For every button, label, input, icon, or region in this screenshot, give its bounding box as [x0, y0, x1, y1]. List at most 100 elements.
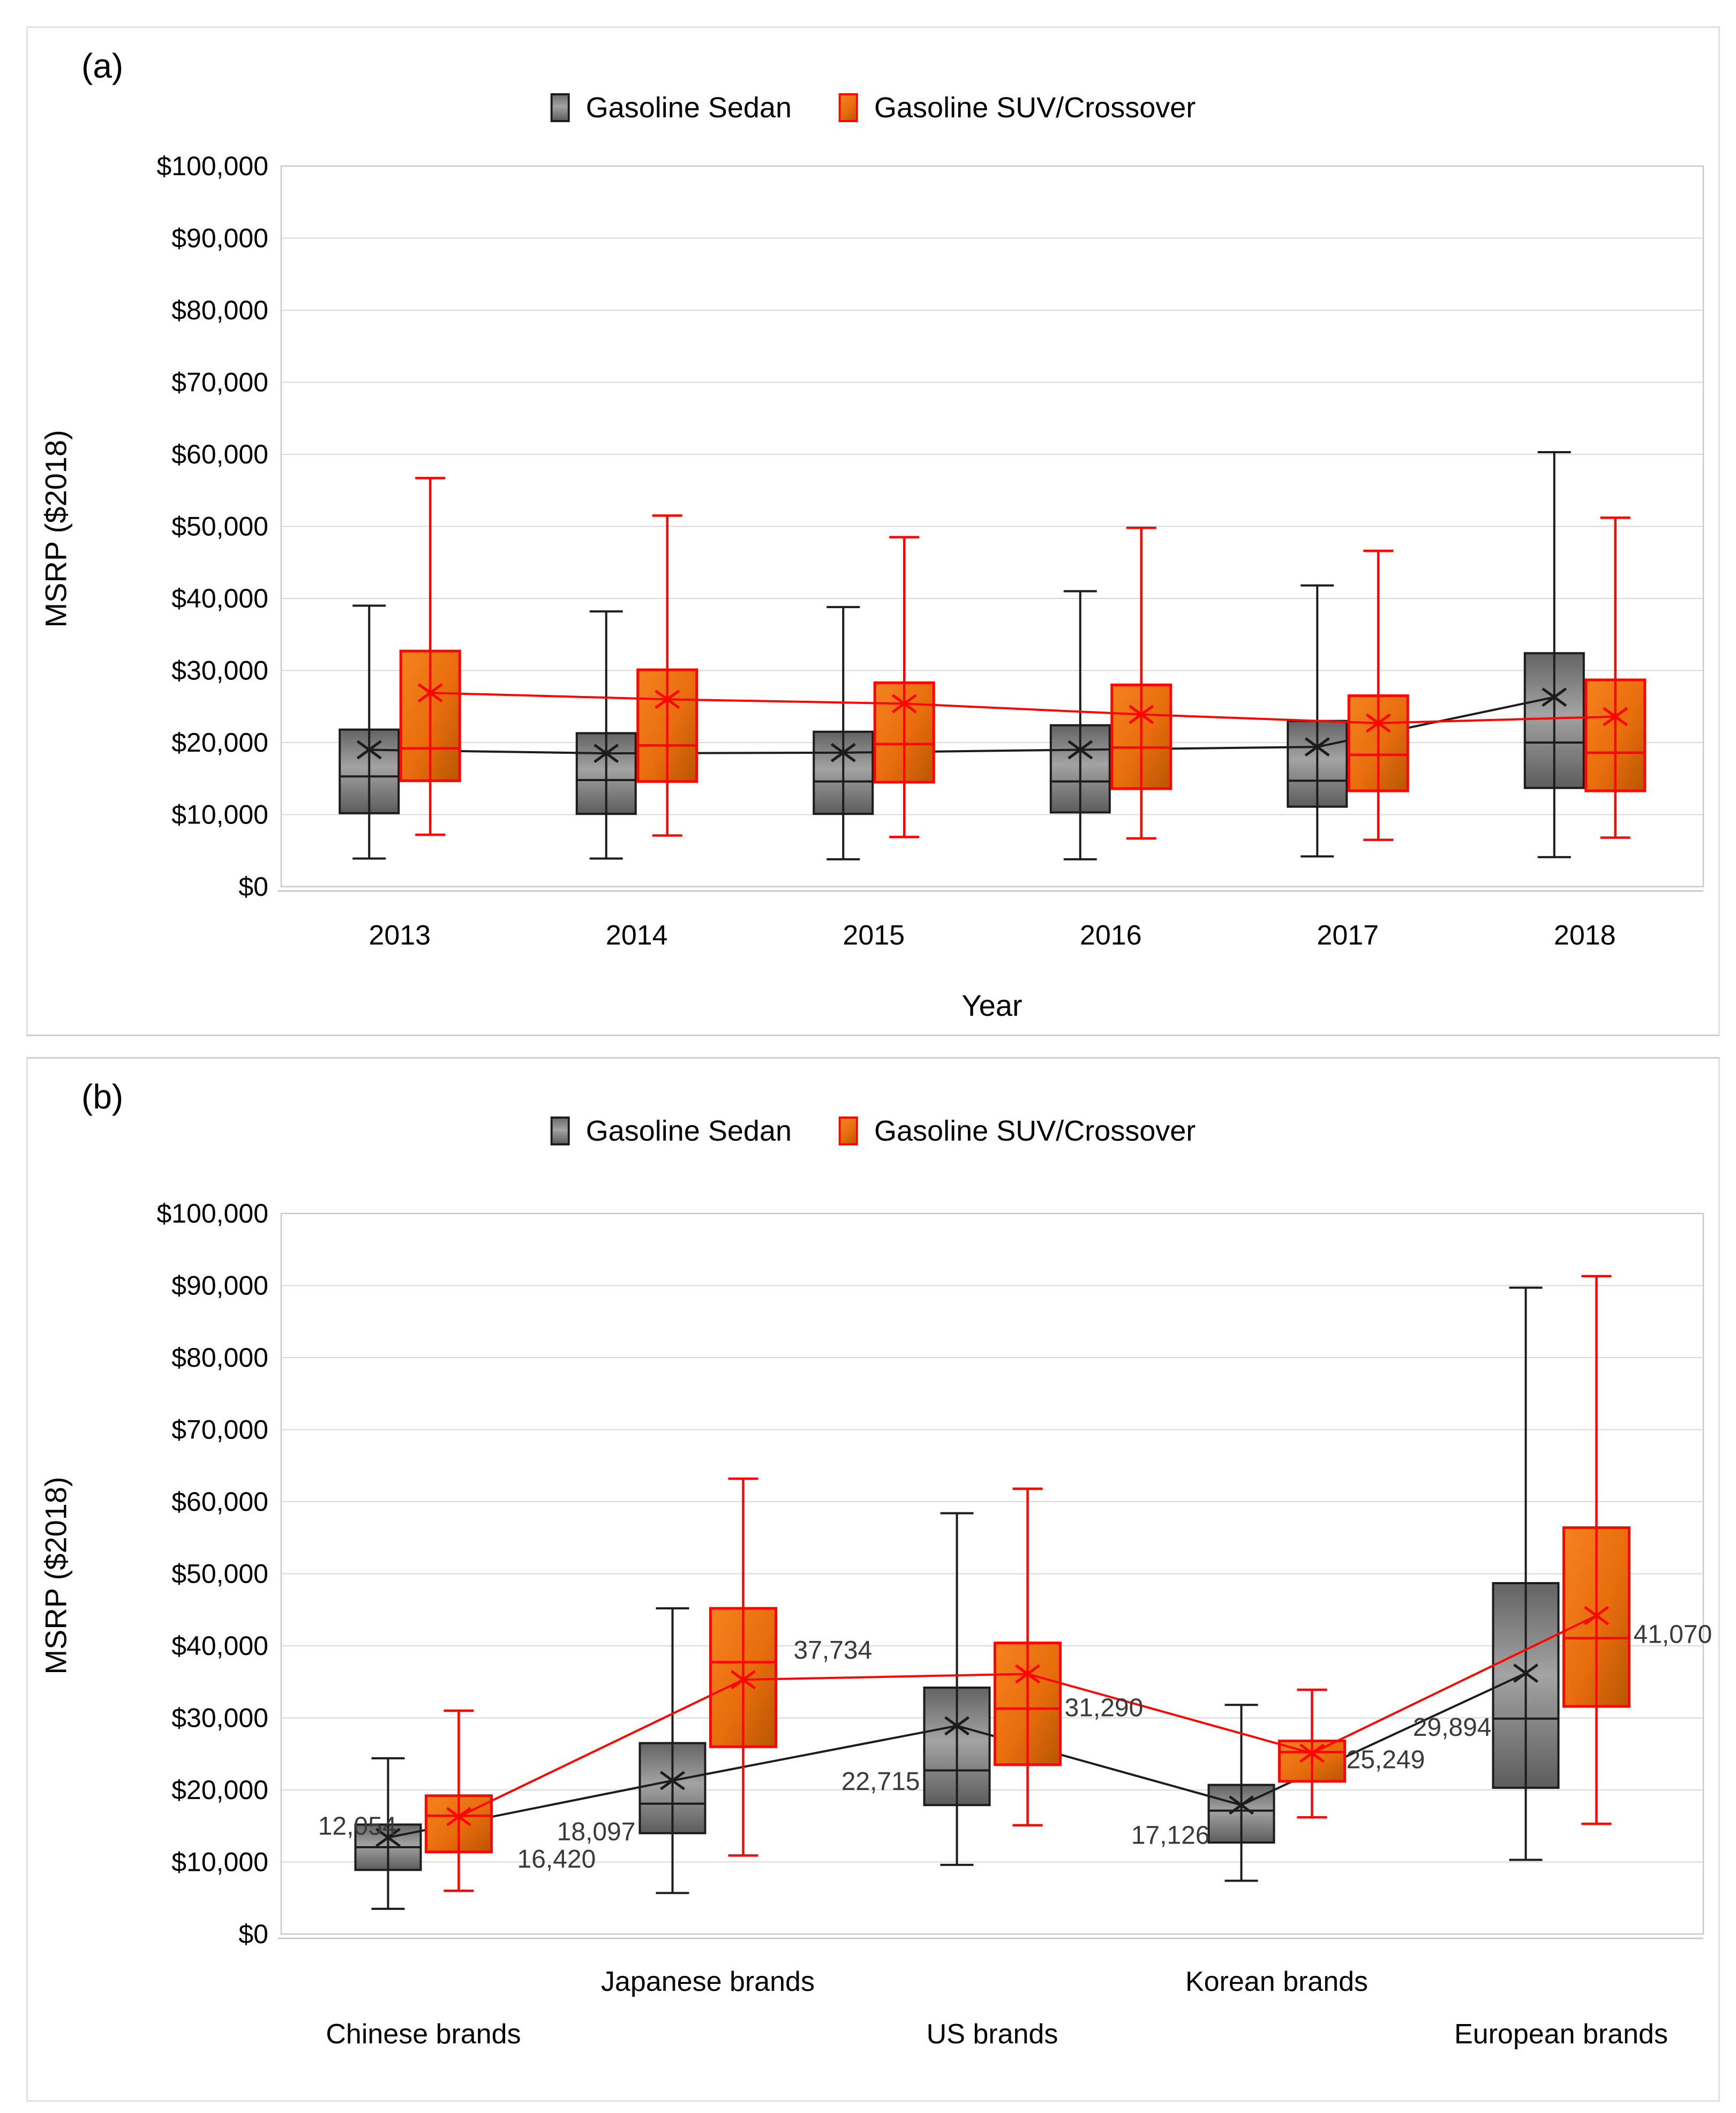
- data-label-25,249: 25,249: [1347, 1746, 1425, 1774]
- data-label-29,894: 29,894: [1413, 1713, 1492, 1742]
- x-axis-title-a: Year: [961, 988, 1023, 1022]
- plot-area-a: $0 $10,000 $20,000 $30,000 $40,000 $50,000 $60…: [156, 151, 1704, 951]
- box-suv-2: [873, 536, 935, 838]
- mean-marker-sedan-5: [1542, 687, 1567, 707]
- y-tick-7: $70,000: [171, 368, 268, 398]
- mean-marker-suv-2: [1015, 1664, 1040, 1684]
- data-label-41,070: 41,070: [1634, 1620, 1712, 1649]
- box-suv-0: [399, 477, 461, 836]
- gridlines: [281, 166, 1703, 887]
- y-tick-labels: $0 $10,000 $20,000 $30,000 $40,000 $50,000 $60…: [156, 1198, 268, 1949]
- y-tick-5: $50,000: [171, 1559, 268, 1589]
- mean-marker-sedan-2: [830, 743, 856, 762]
- box-sedan-3: [1207, 1704, 1275, 1882]
- y-tick-1: $10,000: [171, 800, 268, 830]
- data-label-18,097: 18,097: [557, 1818, 636, 1846]
- data-label-16,420: 16,420: [517, 1845, 596, 1874]
- mean-marker-suv-0: [417, 683, 443, 703]
- mean-marker-suv-3: [1129, 705, 1154, 724]
- mean-marker-suv-3: [1299, 1743, 1325, 1763]
- plot-border: [280, 165, 1704, 888]
- legend-sedan-label: Gasoline Sedan: [585, 1115, 792, 1147]
- legend-suv-swatch-icon: [839, 1117, 859, 1145]
- mean-marker-suv-0: [446, 1807, 471, 1826]
- mean-marker-suv-5: [1603, 707, 1628, 726]
- legend-b: Gasoline Sedan Gasoline SUV/Crossover: [550, 1114, 1196, 1148]
- x-label-2: 2015: [843, 920, 905, 951]
- mean-marker-sedan-0: [375, 1827, 401, 1847]
- x-label-2: US brands: [927, 2019, 1058, 2050]
- y-tick-3: $30,000: [171, 1703, 268, 1733]
- box-suv-2: [994, 1487, 1062, 1827]
- panel-a: (a) Gasoline Sedan Gasoline SUV/Crossove…: [26, 26, 1720, 1036]
- series-suv: [399, 477, 1647, 841]
- box-sedan-0: [339, 604, 400, 860]
- y-tick-6: $60,000: [171, 439, 268, 469]
- gridlines: [281, 1213, 1703, 1935]
- legend-sedan-swatch-icon: [550, 93, 570, 122]
- data-label-37,734: 37,734: [794, 1636, 873, 1665]
- y-tick-10: $100,000: [156, 1198, 268, 1228]
- box-suv-1: [709, 1477, 777, 1857]
- x-label-4: European brands: [1454, 2019, 1668, 2050]
- x-category-labels: 2013 2014 2015 2016 2017 2018: [369, 920, 1615, 951]
- box-sedan-4: [1492, 1286, 1560, 1861]
- plot-border: [280, 1212, 1704, 1935]
- x-label-1: 2014: [606, 920, 668, 951]
- box-suv-1: [636, 514, 698, 837]
- mean-marker-sedan-2: [944, 1716, 970, 1736]
- box-suv-3: [1110, 526, 1173, 840]
- box-suv-4: [1562, 1275, 1630, 1825]
- series-suv: [425, 1275, 1630, 1892]
- y-tick-labels: $0 $10,000 $20,000 $30,000 $40,000 $50,000 $60…: [156, 151, 268, 902]
- mean-marker-suv-1: [655, 690, 680, 709]
- mean-line-suv: [430, 692, 1615, 724]
- data-label-12,054: 12,054: [318, 1812, 397, 1840]
- y-tick-9: $90,000: [171, 223, 268, 253]
- x-label-3: 2016: [1080, 920, 1142, 951]
- box-sedan-5: [1523, 451, 1585, 858]
- y-tick-0: $0: [238, 872, 268, 902]
- y-tick-4: $40,000: [171, 1631, 268, 1661]
- y-tick-9: $90,000: [171, 1271, 268, 1301]
- box-suv-5: [1584, 516, 1647, 839]
- legend-sedan-swatch-icon: [550, 1117, 570, 1145]
- box-sedan-2: [923, 1512, 991, 1866]
- mean-marker-suv-1: [731, 1670, 756, 1690]
- x-label-0: 2013: [369, 920, 431, 951]
- mean-marker-sedan-1: [593, 744, 619, 763]
- mean-marker-sedan-3: [1068, 740, 1093, 760]
- data-label-31,290: 31,290: [1065, 1694, 1144, 1722]
- box-sedan-3: [1049, 590, 1111, 860]
- y-tick-3: $30,000: [171, 656, 268, 686]
- data-label-17,126: 17,126: [1131, 1822, 1210, 1850]
- x-label-3: Korean brands: [1185, 1966, 1368, 1997]
- mean-marker-sedan-0: [356, 740, 382, 760]
- y-tick-6: $60,000: [171, 1487, 268, 1517]
- y-tick-4: $40,000: [171, 583, 268, 613]
- box-suv-0: [425, 1709, 493, 1892]
- y-tick-5: $50,000: [171, 512, 268, 542]
- mean-marker-sedan-1: [660, 1771, 685, 1790]
- x-label-4: 2017: [1317, 920, 1379, 951]
- mean-marker-suv-2: [891, 694, 917, 714]
- y-tick-10: $100,000: [156, 151, 268, 181]
- panel-a-label: (a): [81, 47, 124, 85]
- mean-marker-suv-4: [1584, 1606, 1609, 1625]
- x-label-5: 2018: [1554, 920, 1616, 951]
- mean-marker-sedan-4: [1513, 1664, 1538, 1683]
- y-tick-8: $80,000: [171, 1343, 268, 1373]
- y-tick-2: $20,000: [171, 1775, 268, 1805]
- data-label-22,715: 22,715: [841, 1767, 920, 1796]
- y-tick-7: $70,000: [171, 1415, 268, 1445]
- y-tick-8: $80,000: [171, 295, 268, 325]
- series-sedan: [354, 1286, 1560, 1910]
- box-sedan-1: [575, 610, 637, 860]
- y-tick-0: $0: [238, 1919, 268, 1949]
- y-tick-1: $10,000: [171, 1847, 268, 1877]
- mean-marker-sedan-3: [1229, 1795, 1254, 1815]
- series-sedan: [339, 451, 1585, 860]
- legend-suv-swatch-icon: [839, 93, 859, 122]
- box-suv-4: [1347, 549, 1409, 841]
